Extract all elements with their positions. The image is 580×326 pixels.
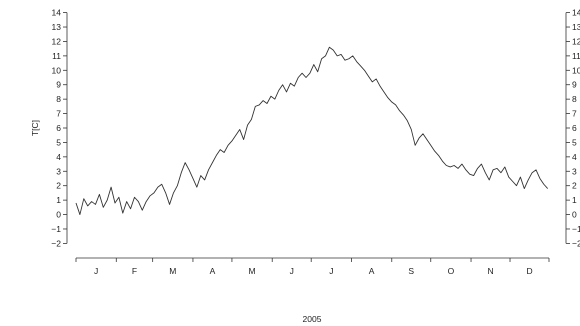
x-tick-label: A (210, 266, 216, 276)
x-tick-label: N (487, 266, 493, 276)
y-right-tick-label: 2 (572, 181, 577, 191)
y-tick-label: 2 (56, 181, 61, 191)
y-right-tick-label: −1 (572, 224, 580, 234)
y-tick-label: 8 (56, 94, 61, 104)
y-tick-label: 13 (52, 22, 62, 32)
x-tick-label: J (329, 266, 333, 276)
y-right-tick-label: 3 (572, 166, 577, 176)
y-right-tick-label: 5 (572, 137, 577, 147)
x-tick-label: A (369, 266, 375, 276)
y-right-tick-label: 7 (572, 109, 577, 119)
y-tick-label: 9 (56, 80, 61, 90)
y-tick-label: 1 (56, 195, 61, 205)
y-tick-label: 12 (52, 36, 62, 46)
y-right-tick-label: −2 (572, 238, 580, 248)
y-tick-label: 7 (56, 109, 61, 119)
y-tick-label: 10 (52, 65, 62, 75)
y-right-tick-label: 8 (572, 94, 577, 104)
x-tick-label: D (526, 266, 532, 276)
x-tick-label: O (448, 266, 455, 276)
x-tick-label: M (249, 266, 256, 276)
x-tick-label: J (290, 266, 294, 276)
y-tick-label: 14 (52, 8, 62, 18)
y-right-tick-label: 9 (572, 80, 577, 90)
y-axis-label: T[C] (30, 120, 40, 136)
y-right-tick-label: 10 (572, 65, 580, 75)
y-tick-label: 5 (56, 137, 61, 147)
y-tick-label: 11 (52, 51, 61, 61)
y-right-tick-label: 12 (572, 36, 580, 46)
x-tick-label: M (169, 266, 176, 276)
y-right-tick-label: 14 (572, 8, 580, 18)
y-tick-label: −1 (51, 224, 61, 234)
y-tick-label: 6 (56, 123, 61, 133)
y-right-tick-label: 13 (572, 22, 580, 32)
y-right-tick-label: 0 (572, 210, 577, 220)
y-tick-label: 0 (56, 210, 61, 220)
y-right-tick-label: 1 (572, 195, 577, 205)
y-right-tick-label: 11 (572, 51, 580, 61)
x-tick-label: S (408, 266, 414, 276)
y-tick-label: 3 (56, 166, 61, 176)
y-right-tick-label: 6 (572, 123, 577, 133)
x-tick-label: J (94, 266, 98, 276)
temperature-series-line (75, 46, 549, 215)
y-tick-label: 4 (56, 152, 61, 162)
y-right-tick-label: 4 (572, 152, 577, 162)
x-tick-label: F (132, 266, 137, 276)
y-tick-label: −2 (51, 238, 61, 248)
x-axis-label: 2005 (303, 314, 322, 324)
